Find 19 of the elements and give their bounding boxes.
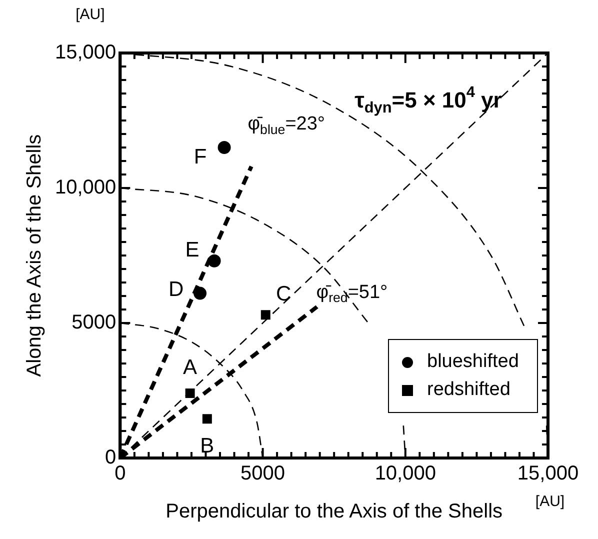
legend-label: blueshifted: [427, 351, 519, 373]
legend-label: redshifted: [427, 379, 510, 401]
annotation: A: [183, 356, 198, 379]
annotation: B: [200, 434, 214, 458]
annotation: C: [276, 282, 292, 306]
x-tick-label: 15,000: [517, 462, 579, 485]
y-tick-label: 10,000: [55, 176, 116, 199]
annotation: E: [185, 238, 200, 262]
annotation: F: [194, 145, 207, 168]
y-tick-label: 0: [105, 446, 116, 469]
x-tick-label: 10,000: [374, 462, 436, 485]
text: [AU]: [535, 493, 565, 510]
y-tick-label: 5000: [72, 312, 116, 334]
x-tick-label: 5000: [240, 462, 286, 485]
y-tick-label: 15,000: [55, 42, 116, 64]
y-axis-title: Along the Axis of the Shells: [24, 134, 46, 377]
annotation: D: [168, 278, 184, 302]
text: [AU]: [76, 6, 105, 24]
x-axis-title: Perpendicular to the Axis of the Shells: [166, 500, 503, 523]
